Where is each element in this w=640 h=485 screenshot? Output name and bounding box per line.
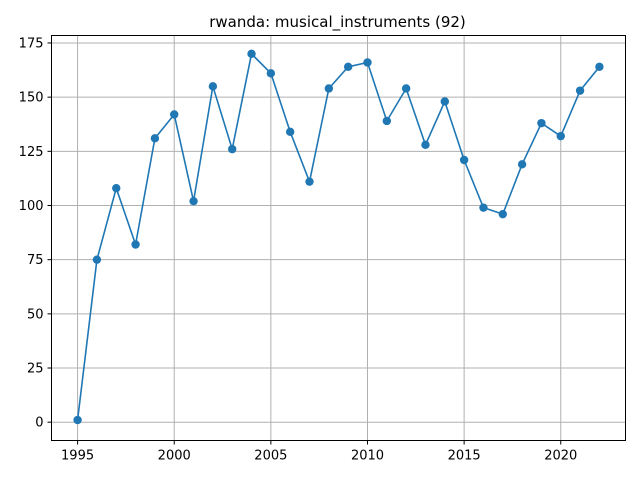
data-point	[344, 63, 352, 71]
y-tick-label: 0	[35, 416, 43, 431]
y-tick-label: 150	[19, 91, 44, 106]
y-tick-label: 50	[27, 307, 44, 322]
x-tick-label: 2005	[254, 449, 287, 464]
data-point	[460, 156, 468, 164]
x-tick-label: 2015	[448, 449, 481, 464]
data-point	[93, 255, 101, 263]
x-tick-label: 2020	[544, 449, 577, 464]
data-point	[595, 63, 603, 71]
data-point	[151, 134, 159, 142]
data-point	[402, 84, 410, 92]
x-tick-label: 2010	[351, 449, 384, 464]
data-point	[421, 141, 429, 149]
series-line	[78, 54, 600, 420]
data-point	[189, 197, 197, 205]
data-point	[576, 86, 584, 94]
data-point	[112, 184, 120, 192]
data-point	[267, 69, 275, 77]
data-point	[170, 110, 178, 118]
plot-area-frame	[52, 36, 626, 441]
data-point	[518, 160, 526, 168]
data-point	[537, 119, 545, 127]
data-point	[73, 416, 81, 424]
data-point	[286, 128, 294, 136]
x-tick-label: 2000	[158, 449, 191, 464]
x-tick-label: 1995	[61, 449, 94, 464]
data-point	[209, 82, 217, 90]
axis-ticks: 1995 2000 2005 2010 2015 2020 0 25 50 75 100 125 150…	[19, 36, 578, 463]
chart-title: rwanda: musical_instruments (92)	[209, 13, 466, 32]
data-point	[363, 58, 371, 66]
data-point	[305, 177, 313, 185]
data-point	[557, 132, 565, 140]
data-point	[228, 145, 236, 153]
y-tick-label: 25	[27, 362, 44, 377]
data-point	[325, 84, 333, 92]
y-tick-label: 125	[19, 145, 44, 160]
grid-lines	[52, 36, 626, 441]
data-point	[441, 97, 449, 105]
y-tick-label: 75	[27, 253, 44, 268]
data-point	[479, 203, 487, 211]
y-tick-label: 175	[19, 36, 44, 51]
data-point	[383, 117, 391, 125]
data-point	[131, 240, 139, 248]
data-point	[499, 210, 507, 218]
data-point	[247, 50, 255, 58]
y-tick-label: 100	[19, 199, 44, 214]
